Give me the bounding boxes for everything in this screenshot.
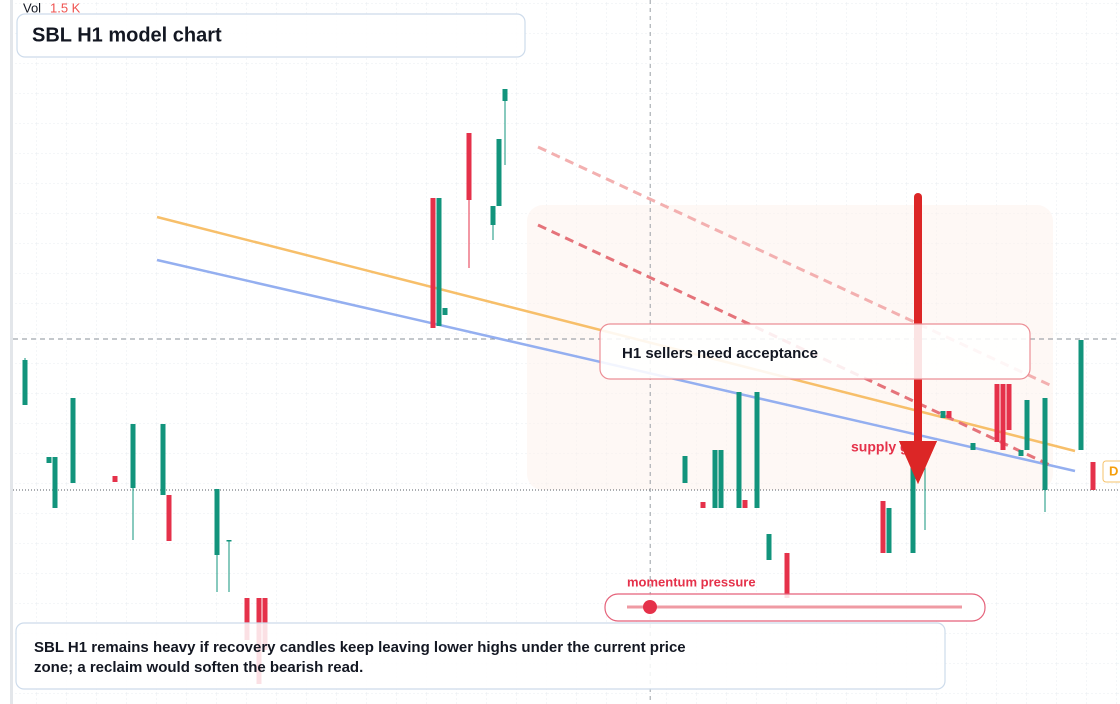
candle-body [46, 457, 52, 463]
note-line: zone; a reclaim would soften the bearish… [34, 659, 363, 676]
candle-body [442, 308, 448, 315]
candle-body [718, 450, 724, 508]
candle-body [496, 139, 502, 206]
candle-body [754, 392, 760, 508]
candles [22, 89, 1096, 684]
chart-title: SBL H1 model chart [32, 24, 222, 46]
candle-body [52, 457, 58, 508]
volume-value: 1.5 K [50, 0, 81, 15]
candle-body [766, 534, 772, 560]
callout-text: H1 sellers need acceptance [622, 345, 818, 362]
candle-body [214, 489, 220, 555]
candle-body [244, 598, 250, 640]
volume-label: Vol [23, 0, 41, 15]
arrow-head-cover [899, 441, 937, 484]
candle-body [994, 384, 1000, 442]
candle-body [1042, 398, 1048, 490]
candle-body [430, 198, 436, 328]
candle-body [22, 360, 28, 405]
arrow-shaft [914, 193, 922, 445]
candle-body [436, 198, 442, 326]
candle-body [160, 424, 166, 495]
arrow-shaft-cover [914, 430, 922, 444]
note-line: SBL H1 remains heavy if recovery candles… [34, 639, 686, 656]
candle-body [736, 392, 742, 508]
candle-body [1024, 400, 1030, 450]
candle-body [1006, 384, 1012, 430]
candle-body [1000, 384, 1006, 450]
candle-body [910, 448, 916, 553]
candle-body [784, 553, 790, 598]
edge-label: D [1109, 463, 1118, 478]
left-edge [10, 0, 13, 704]
candle-body [226, 540, 232, 542]
gauge-knob [643, 600, 657, 614]
candle-body [490, 206, 496, 225]
candle-body [466, 133, 472, 200]
candle-body [940, 411, 946, 418]
candle-body [112, 476, 118, 482]
candle-body [1090, 462, 1096, 490]
edge-label-box [1102, 460, 1120, 483]
candle-body [1018, 450, 1024, 456]
candle-body [166, 495, 172, 541]
candle-body [880, 501, 886, 553]
trendline [537, 223, 1051, 467]
candle-body [682, 456, 688, 483]
title-box [16, 13, 526, 58]
candle-body [712, 450, 718, 508]
callout-box [599, 323, 1031, 380]
note-box [15, 622, 946, 690]
candle-body [70, 398, 76, 483]
gauge-label: momentum pressure [627, 574, 756, 589]
candle-body [886, 508, 892, 553]
candle-body [700, 502, 706, 508]
candle-body [130, 424, 136, 488]
candle-body [946, 411, 952, 418]
candle-body [742, 500, 748, 508]
candle-body [970, 443, 976, 450]
candle-body [1078, 340, 1084, 450]
candle-body [502, 89, 508, 101]
